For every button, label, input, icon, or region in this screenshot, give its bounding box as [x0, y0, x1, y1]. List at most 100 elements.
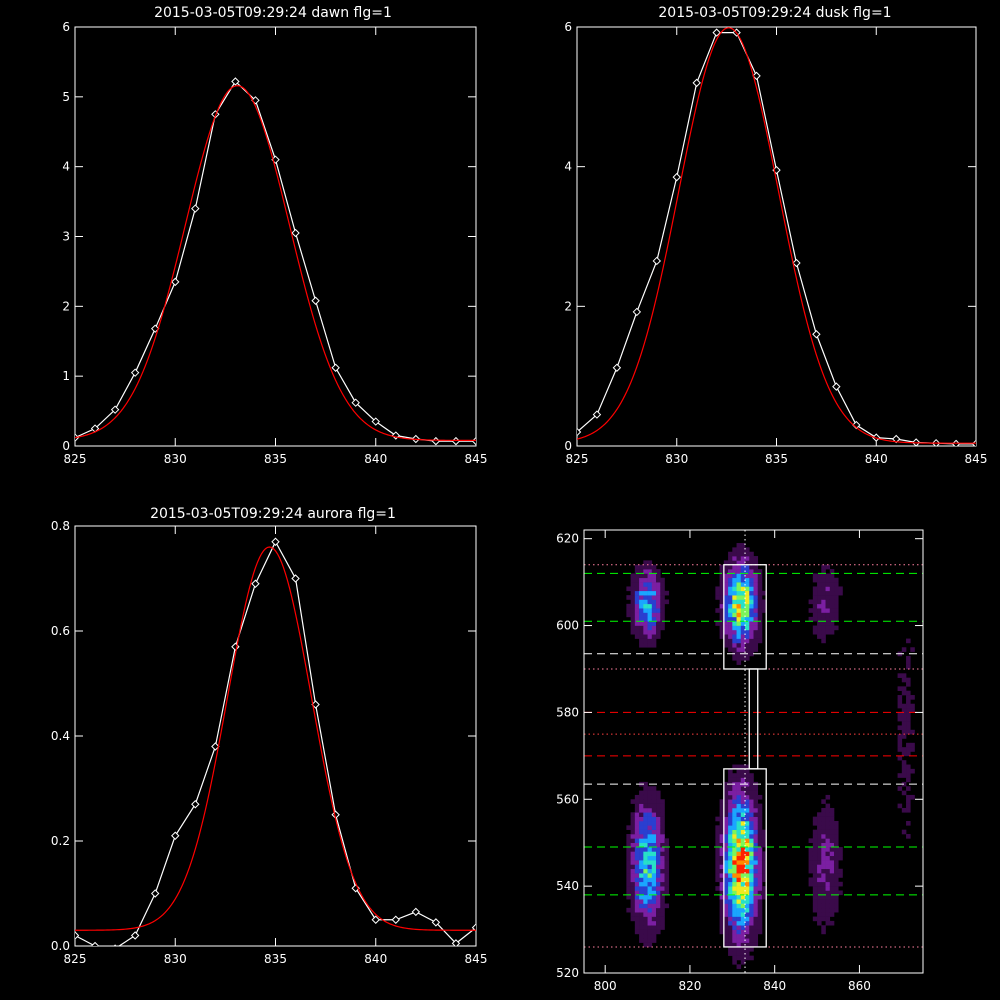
heat-cell [732, 886, 737, 891]
heat-cell [634, 794, 640, 800]
y-tick-label-dusk-1: 2 [564, 299, 572, 313]
heat-cell [812, 629, 818, 635]
heat-cell [740, 877, 746, 883]
heat-cell [626, 834, 631, 839]
heat-cell [647, 794, 653, 800]
heat-cell [643, 820, 648, 826]
heat-cell [643, 886, 648, 891]
heat-cell [728, 773, 733, 778]
heat-cell [651, 803, 657, 809]
heat-cell [723, 903, 729, 909]
heat-cell [647, 564, 653, 570]
heat-cell [757, 864, 763, 870]
heat-cell [749, 877, 754, 883]
heat-cell [732, 586, 737, 592]
heat-cell [634, 851, 640, 857]
heat-cell [656, 868, 661, 874]
heat-cell [651, 847, 657, 852]
y-tick-label-image-4: 600 [556, 619, 579, 633]
heat-cell [647, 890, 653, 896]
heat-cell [821, 629, 826, 635]
heat-cell [664, 877, 670, 883]
heat-cell [745, 603, 750, 609]
heat-cell [639, 860, 644, 865]
heat-cell [897, 747, 903, 752]
data-point-dusk-4 [652, 256, 662, 266]
heat-cell [745, 929, 750, 935]
heat-cell [757, 582, 763, 587]
heat-cell [736, 612, 742, 618]
heat-cell [740, 612, 746, 618]
heat-cell [749, 773, 754, 778]
heat-cell [821, 881, 826, 887]
heat-cell [736, 812, 742, 817]
heat-cell [906, 660, 911, 665]
y-tick-label-dusk-0: 0 [564, 439, 572, 453]
heat-cell [643, 595, 648, 600]
heat-cell [736, 903, 742, 909]
heat-cell [829, 873, 835, 878]
heat-cell [745, 764, 750, 770]
heat-cell [723, 907, 729, 913]
heat-cell [834, 625, 839, 631]
heat-cell [723, 864, 729, 870]
heat-cell [757, 807, 763, 813]
heat-cell [639, 851, 644, 857]
heat-cell [825, 595, 831, 600]
heat-cell [749, 564, 754, 570]
heat-cell [626, 586, 631, 592]
heat-cell [745, 933, 750, 939]
heat-cell [829, 899, 835, 904]
heat-cell [723, 781, 729, 787]
data-point-aurora-9 [251, 579, 260, 588]
heat-cell [829, 603, 835, 609]
heat-cell [647, 786, 653, 791]
heat-cell [719, 925, 725, 930]
heat-cell [761, 834, 767, 839]
heat-cell [719, 899, 725, 904]
heat-cell [647, 816, 653, 822]
heat-cell [829, 807, 835, 813]
heat-cell [736, 586, 742, 592]
heat-cell [634, 860, 640, 865]
heat-cell [901, 721, 907, 726]
heat-cell [906, 712, 911, 718]
heat-cell [736, 638, 742, 644]
heat-cell [643, 603, 648, 609]
heat-cell [745, 890, 750, 896]
heat-cell [736, 881, 742, 887]
heat-cell [630, 829, 636, 835]
heat-cell [660, 608, 665, 613]
heat-cell [634, 920, 640, 926]
heat-cell [753, 847, 759, 852]
heat-cell [829, 616, 835, 622]
heat-cell [643, 929, 648, 935]
heat-cell [634, 634, 640, 639]
heat-cell [740, 790, 746, 796]
heat-cell [745, 942, 750, 948]
heat-cell [715, 838, 720, 843]
heat-cell [753, 864, 759, 870]
heat-cell [736, 625, 742, 631]
heat-cell [639, 816, 644, 822]
heat-cell [736, 655, 742, 661]
heat-cell [745, 599, 750, 605]
heat-cell [728, 894, 733, 900]
heat-cell [647, 864, 653, 870]
heat-cell [656, 838, 661, 843]
heat-cell [829, 590, 835, 596]
heat-cell [651, 834, 657, 839]
heat-cell [753, 925, 759, 930]
heat-cell [626, 825, 631, 830]
heat-cell [723, 803, 729, 809]
heat-cell [906, 716, 911, 722]
heat-cell [753, 799, 759, 804]
heat-cell [825, 625, 831, 631]
heat-cell [728, 807, 733, 813]
heat-cell [740, 916, 746, 922]
data-point-dawn-20 [471, 436, 476, 446]
heat-cell [643, 586, 648, 592]
heat-cell [639, 855, 644, 861]
heat-cell [821, 907, 826, 913]
heat-cell [906, 655, 911, 661]
